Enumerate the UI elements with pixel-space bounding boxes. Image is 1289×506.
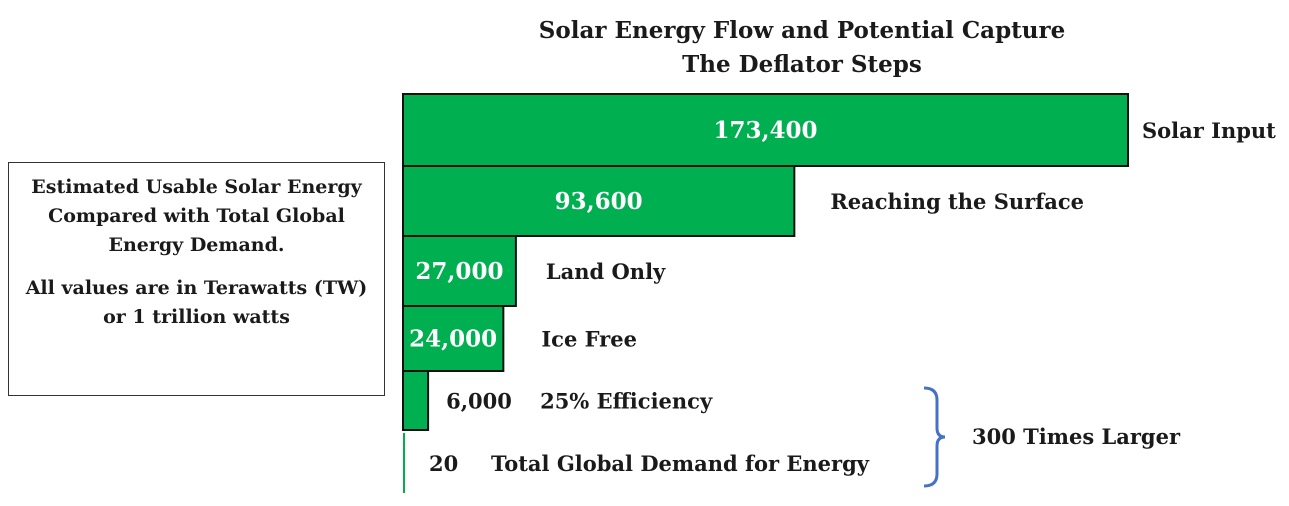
info-box: Estimated Usable Solar Energy Compared w… xyxy=(8,162,385,396)
chart-subtitle: The Deflator Steps xyxy=(682,51,922,78)
bar-ice-free xyxy=(402,305,505,372)
annotation-group: 300 Times Larger xyxy=(923,386,1181,488)
info-box-note: All values are in Terawatts (TW) or 1 tr… xyxy=(25,277,368,328)
bar-reaching-the-surface xyxy=(402,165,796,237)
value-label-ice-free: 24,000 xyxy=(409,326,497,353)
curly-brace xyxy=(923,386,946,488)
category-label-25-efficiency: 25% Efficiency xyxy=(540,389,713,414)
value-label-reaching-the-surface: 93,600 xyxy=(555,188,643,215)
chart-title: Solar Energy Flow and Potential Capture xyxy=(539,17,1066,44)
bar-land-only xyxy=(402,235,517,307)
category-label-solar-input: Solar Input xyxy=(1142,118,1276,143)
annotation-text: 300 Times Larger xyxy=(972,424,1181,449)
category-label-ice-free: Ice Free xyxy=(541,327,637,352)
value-label-solar-input: 173,400 xyxy=(713,117,817,144)
value-label-land-only: 27,000 xyxy=(415,258,503,285)
bar-total-global-demand-for-energy xyxy=(403,433,405,493)
category-label-reaching-the-surface: Reaching the Surface xyxy=(830,189,1084,214)
bar-25-efficiency xyxy=(402,370,430,431)
value-label-25-efficiency: 6,000 xyxy=(446,389,512,414)
category-label-land-only: Land Only xyxy=(546,259,666,284)
bars-group: 173,400 Solar Input 93,600 Reaching the Sur… xyxy=(402,93,1276,493)
category-label-total-global-demand-for-energy: Total Global Demand for Energy xyxy=(491,451,870,476)
info-box-heading: Estimated Usable Solar Energy Compared w… xyxy=(31,176,362,256)
value-label-total-global-demand-for-energy: 20 xyxy=(429,451,458,476)
